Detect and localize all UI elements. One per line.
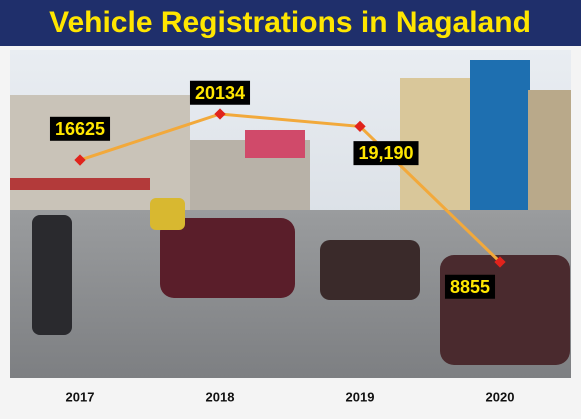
x-tick-label: 2017 xyxy=(66,389,95,404)
axis-strip xyxy=(0,378,581,419)
x-tick-label: 2020 xyxy=(486,389,515,404)
data-label: 20134 xyxy=(195,83,245,103)
data-label-box xyxy=(49,116,111,141)
data-label-box xyxy=(189,80,251,105)
x-tick-label: 2018 xyxy=(206,389,235,404)
background-photo xyxy=(10,50,571,378)
data-label: 19,190 xyxy=(358,143,413,163)
chart-title: Vehicle Registrations in Nagaland xyxy=(49,6,531,39)
title-bar xyxy=(0,0,581,46)
marker xyxy=(494,256,506,268)
data-label-box xyxy=(353,141,419,166)
x-tick-label: 2019 xyxy=(346,389,375,404)
data-label-box xyxy=(444,274,496,299)
data-label: 8855 xyxy=(450,277,490,297)
data-label: 16625 xyxy=(55,119,105,139)
line xyxy=(79,112,502,264)
